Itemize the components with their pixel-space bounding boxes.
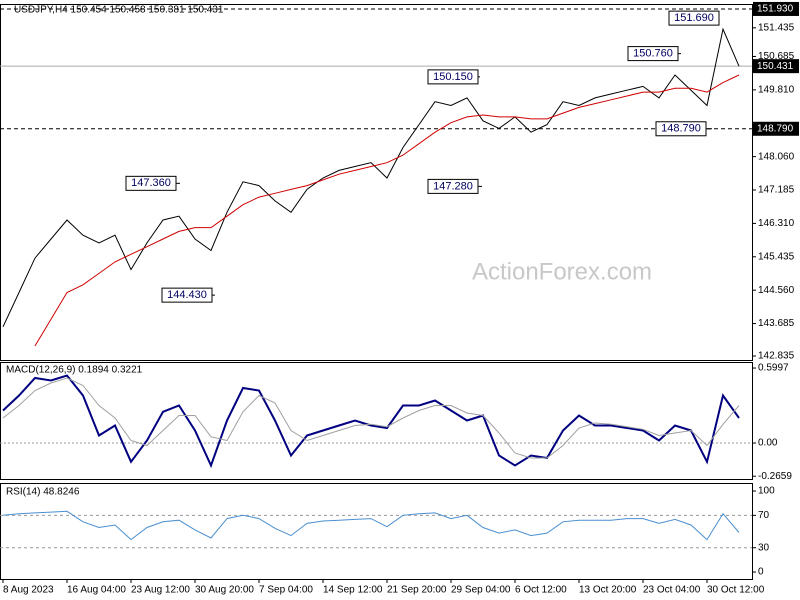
series-line [2, 374, 740, 469]
y-tick-label: 150.685 [758, 51, 795, 62]
price-level-label: 150.431 [757, 61, 794, 72]
y-tick-label: 70 [758, 510, 770, 521]
panel-frame [0, 362, 753, 480]
x-tick-label: 16 Aug 04:00 [67, 585, 126, 596]
y-tick-label: 0.00 [758, 438, 778, 449]
annotation-label: 150.760 [633, 48, 673, 60]
y-tick-label: 151.435 [758, 22, 795, 33]
y-tick-label: 100 [758, 486, 775, 497]
x-tick-label: 30 Aug 20:00 [195, 585, 254, 596]
y-tick-label: 30 [758, 542, 770, 553]
y-tick-label: 142.835 [758, 351, 795, 362]
price-level-label: 151.930 [757, 4, 794, 15]
y-tick-label: -0.2659 [758, 471, 792, 482]
annotation-box [427, 178, 479, 194]
y-tick-label: 147.185 [758, 185, 795, 196]
y-tick-label: 149.810 [758, 84, 795, 95]
x-tick-label: 29 Sep 04:00 [451, 585, 511, 596]
annotation-label: 148.790 [661, 123, 701, 135]
annotation-label: 147.360 [131, 177, 171, 189]
price-level-box [753, 1, 799, 16]
annotation-label: 150.150 [433, 71, 473, 83]
annotation-box [627, 46, 679, 62]
x-tick-label: 7 Sep 04:00 [259, 585, 313, 596]
y-tick-label: 0 [758, 567, 764, 578]
x-tick-label: 14 Sep 12:00 [323, 585, 383, 596]
series-line [2, 510, 740, 541]
annotation-label: 151.690 [674, 12, 714, 24]
annotation-box [161, 287, 213, 303]
annotation-label: 147.280 [433, 180, 473, 192]
x-tick-label: 6 Oct 12:00 [515, 585, 567, 596]
x-tick-label: 23 Aug 12:00 [131, 585, 190, 596]
y-tick-label: 143.685 [758, 318, 795, 329]
annotation-box [125, 175, 177, 191]
series-line [34, 74, 740, 347]
y-tick-label: 148.060 [758, 151, 795, 162]
rsi-title: RSI(14) 48.8246 [6, 487, 80, 498]
panel-frame [0, 483, 753, 580]
x-tick-label: 30 Oct 12:00 [707, 585, 765, 596]
macd-title: MACD(12,26,9) 0.1894 0.3221 [6, 365, 143, 376]
y-tick-label: 144.560 [758, 285, 795, 296]
y-tick-label: 145.435 [758, 251, 795, 262]
watermark: ActionForex.com [472, 258, 652, 285]
annotation-label: 144.430 [167, 289, 207, 301]
y-tick-label: 146.310 [758, 218, 795, 229]
series-line [2, 27, 740, 328]
x-tick-label: 8 Aug 2023 [3, 585, 54, 596]
chart-title: USDJPY,H4 150.454 150.458 150.381 150.43… [14, 5, 224, 16]
annotation-box [655, 121, 707, 137]
annotation-box [427, 69, 479, 85]
annotation-box [668, 10, 720, 26]
panel-frame [0, 4, 753, 361]
series-line [2, 377, 740, 459]
price-level-label: 148.790 [757, 123, 794, 134]
y-tick-label: 0.5997 [758, 363, 789, 374]
price-level-box [753, 121, 799, 136]
price-level-box [753, 59, 799, 74]
x-tick-label: 13 Oct 20:00 [579, 585, 637, 596]
x-tick-label: 23 Oct 04:00 [643, 585, 701, 596]
x-tick-label: 21 Sep 20:00 [387, 585, 447, 596]
